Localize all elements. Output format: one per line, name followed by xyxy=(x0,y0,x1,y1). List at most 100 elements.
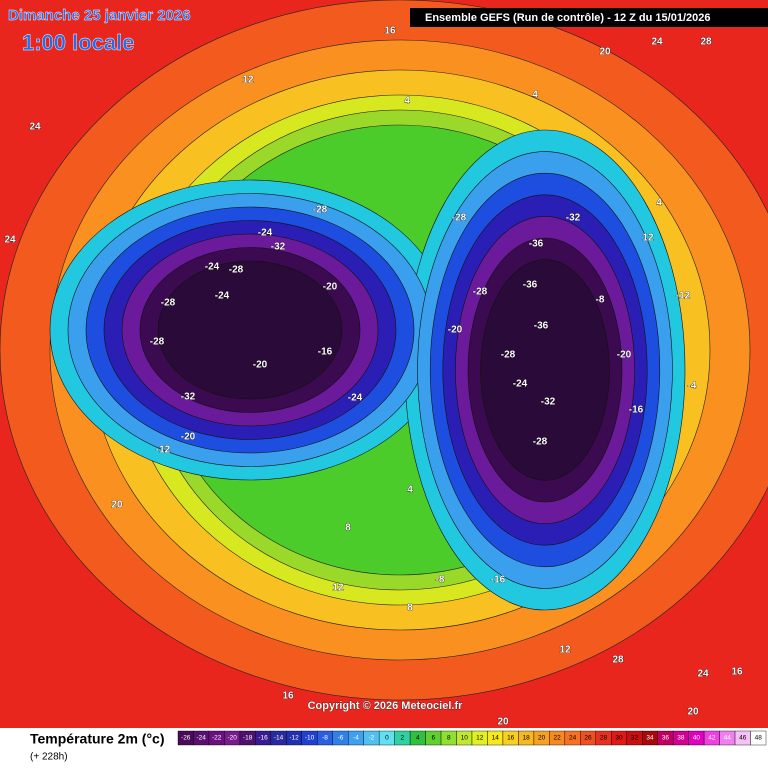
colorbar-label: -22 xyxy=(212,735,222,742)
colorbar-label: -16 xyxy=(258,735,268,742)
colorbar-label: 48 xyxy=(755,735,763,742)
temperature-label: -20 xyxy=(253,360,268,371)
temperature-label: -28 xyxy=(229,265,244,276)
temperature-label: 8 xyxy=(407,603,413,614)
temperature-label: -16 xyxy=(318,347,333,358)
temperature-label: -36 xyxy=(523,280,538,291)
colorbar-label: 14 xyxy=(492,735,500,742)
colorbar-label: 6 xyxy=(432,735,436,742)
temperature-label: 4 xyxy=(656,198,662,209)
temperature-label: -20 xyxy=(448,325,463,336)
temperature-label: 16 xyxy=(282,691,294,702)
legend-title: Température 2m (°c) xyxy=(30,731,165,747)
temperature-label: 28 xyxy=(612,655,624,666)
colorbar-label: 32 xyxy=(631,735,639,742)
colorbar-label: -6 xyxy=(338,735,344,742)
temperature-label: 24 xyxy=(697,669,709,680)
colorbar-swatch xyxy=(750,730,767,746)
colorbar-label: -8 xyxy=(322,735,328,742)
temperature-label: -32 xyxy=(541,397,556,408)
colorbar-label: 30 xyxy=(615,735,623,742)
temperature-label: -12 xyxy=(676,291,691,302)
temperature-label: -24 xyxy=(348,393,363,404)
colorbar-label: 8 xyxy=(447,735,451,742)
colorbar-label: -14 xyxy=(274,735,284,742)
colorbar-label: 26 xyxy=(584,735,592,742)
temperature-label: 28 xyxy=(700,37,712,48)
cold-zone xyxy=(157,260,343,400)
colorbar-label: 0 xyxy=(385,735,389,742)
colorbar-label: -10 xyxy=(305,735,315,742)
colorbar-label: 42 xyxy=(708,735,716,742)
colorbar-label: 44 xyxy=(724,735,732,742)
temperature-label: -28 xyxy=(161,298,176,309)
temperature-label: -24 xyxy=(513,379,528,390)
temperature-label: -8 xyxy=(436,575,445,586)
colorbar: -26 -24 -22 -20 -18 -16 -14 -12 -10 -8 -6 -4 -2 0 2 4 6 8… xyxy=(177,730,767,746)
temperature-label: 12 xyxy=(332,583,344,594)
temperature-label: -28 xyxy=(473,287,488,298)
temperature-label: -28 xyxy=(150,337,165,348)
colorbar-label: 38 xyxy=(677,735,685,742)
temperature-label: -20 xyxy=(323,282,338,293)
colorbar-label: 12 xyxy=(476,735,484,742)
temperature-label: -8 xyxy=(596,295,605,306)
colorbar-label: 28 xyxy=(600,735,608,742)
colorbar-label: 24 xyxy=(569,735,577,742)
temperature-label: -28 xyxy=(452,213,467,224)
colorbar-label: 20 xyxy=(538,735,546,742)
colorbar-label: 22 xyxy=(553,735,561,742)
temperature-label: 4 xyxy=(404,96,410,107)
temperature-label: -20 xyxy=(181,432,196,443)
temperature-label: -24 xyxy=(215,291,230,302)
date: Dimanche 25 janvier 2026 xyxy=(8,7,191,24)
temperature-label: -16 xyxy=(629,405,644,416)
temperature-label: -32 xyxy=(566,213,581,224)
temperature-label: 24 xyxy=(651,37,663,48)
colorbar-label: 40 xyxy=(693,735,701,742)
run-info: Ensemble GEFS (Run de contrôle) - 12 Z d… xyxy=(425,12,710,24)
colorbar-label: 46 xyxy=(739,735,747,742)
temperature-label: -28 xyxy=(533,437,548,448)
colorbar-label: 10 xyxy=(461,735,469,742)
cold-zone xyxy=(480,259,610,481)
colorbar-label: -12 xyxy=(289,735,299,742)
colorbar-label: 36 xyxy=(662,735,670,742)
temperature-label: 24 xyxy=(4,235,16,246)
temperature-label: -4 xyxy=(688,381,697,392)
temperature-label: -20 xyxy=(617,350,632,361)
temperature-label: 20 xyxy=(497,717,509,728)
colorbar-label: -18 xyxy=(243,735,253,742)
run-box xyxy=(410,8,768,27)
colorbar-label: 34 xyxy=(646,735,654,742)
colorbar-label: 4 xyxy=(416,735,420,742)
temperature-label: 24 xyxy=(29,122,41,133)
temperature-label: -36 xyxy=(534,321,549,332)
temperature-label: 20 xyxy=(687,707,699,718)
temperature-label: -32 xyxy=(271,242,286,253)
temperature-label: 20 xyxy=(111,500,123,511)
temperature-label: -32 xyxy=(181,392,196,403)
colorbar-label: 18 xyxy=(523,735,531,742)
temperature-label: 16 xyxy=(384,26,396,37)
temperature-label: -36 xyxy=(529,239,544,250)
colorbar-label: 16 xyxy=(507,735,515,742)
colorbar-label: -4 xyxy=(353,735,359,742)
colorbar-label: -26 xyxy=(181,735,191,742)
temperature-label: -28 xyxy=(313,205,328,216)
temperature-label: 12 xyxy=(642,233,654,244)
temperature-label: -24 xyxy=(205,262,220,273)
temperature-label: 4 xyxy=(407,485,413,496)
temperature-label: 4 xyxy=(532,90,538,101)
colorbar-label: -20 xyxy=(227,735,237,742)
temperature-label: 12 xyxy=(242,75,254,86)
copyright: Copyright © 2026 Meteociel.fr xyxy=(308,700,464,712)
time: 1:00 locale xyxy=(22,30,135,55)
temperature-label: -28 xyxy=(501,350,516,361)
temperature-label: 8 xyxy=(345,523,351,534)
temperature-label: -16 xyxy=(491,575,506,586)
temperature-label: 12 xyxy=(559,645,571,656)
temperature-label: 20 xyxy=(599,47,611,58)
